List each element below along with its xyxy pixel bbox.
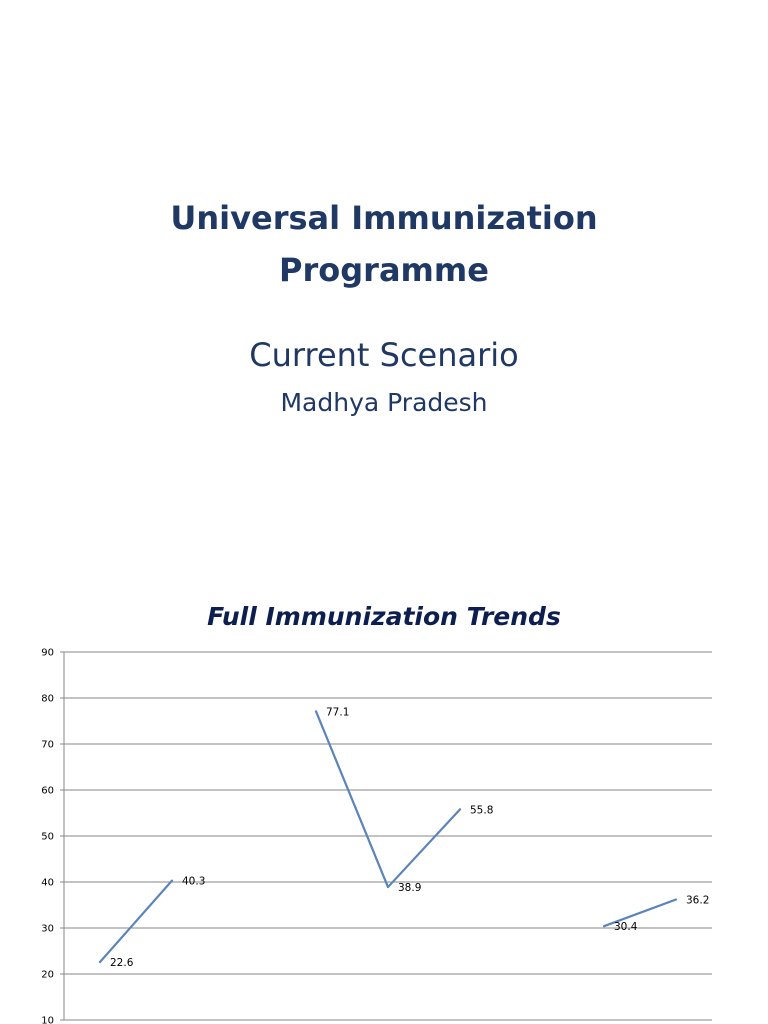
data-label: 30.4 [614,921,638,933]
chart-title: Full Immunization Trends [207,602,561,631]
data-label: 77.1 [326,706,349,718]
slide-region: Madhya Pradesh [280,388,488,417]
y-tick-label: 50 [41,832,54,843]
data-label: 22.6 [110,957,134,969]
y-tick-label: 30 [41,924,54,935]
line-chart: 10 20 30 40 50 60 70 80 90 22.6 40.3 77.1 38.9 55.8 30… [41,648,712,1024]
y-tick-label: 20 [41,970,54,981]
series-line-segment [602,898,678,928]
data-label: 38.9 [398,882,421,894]
y-tick-label: 40 [41,878,54,889]
y-tick-label: 70 [41,740,54,751]
slide-title-line-1: Universal Immunization [170,199,598,237]
series-line-segment [98,879,174,964]
slide-title-line-2: Programme [279,251,489,289]
slide-title: Universal Immunization Programme [0,192,768,296]
slide-subtitle: Current Scenario [249,336,519,374]
data-label: 40.3 [182,876,205,888]
y-tick-label: 80 [41,694,54,705]
y-tick-label: 90 [41,648,54,659]
y-tick-label: 10 [41,1016,54,1024]
data-label: 36.2 [686,894,709,906]
y-tick-label: 60 [41,786,54,797]
series-line-segment [314,710,462,889]
data-label: 55.8 [470,804,493,816]
